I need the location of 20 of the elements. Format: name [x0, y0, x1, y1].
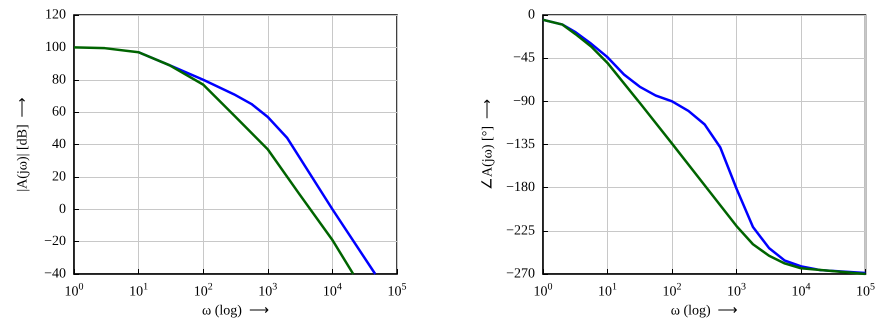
x-axis-title: ω (log) ⟶: [202, 304, 269, 318]
y-tick-label: −270: [506, 266, 535, 282]
y-tick-label: 20: [52, 169, 66, 184]
y-tick-label: 0: [528, 8, 535, 22]
y-tick-label: 100: [45, 40, 66, 55]
y-tick-label: 40: [52, 137, 66, 152]
y-tick-label: −225: [506, 223, 535, 238]
y-tick-label: −180: [506, 180, 535, 196]
x-axis-title: ω (log) ⟶: [670, 304, 738, 318]
y-tick-label: 0: [59, 202, 66, 217]
y-axis-title: ∠A(jω) [°] ⟶: [480, 99, 496, 190]
y-tick-label: −90: [513, 94, 535, 109]
y-tick-label: −45: [513, 50, 535, 66]
y-tick-label: −40: [44, 266, 66, 282]
y-tick-label: −135: [506, 137, 535, 152]
y-tick-label: 80: [52, 72, 66, 88]
y-tick-label: 60: [52, 104, 66, 120]
y-axis-title: |A(jω)| [dB] ⟶: [16, 97, 30, 192]
y-tick-label: 120: [45, 8, 66, 22]
y-tick-label: −20: [44, 234, 66, 250]
